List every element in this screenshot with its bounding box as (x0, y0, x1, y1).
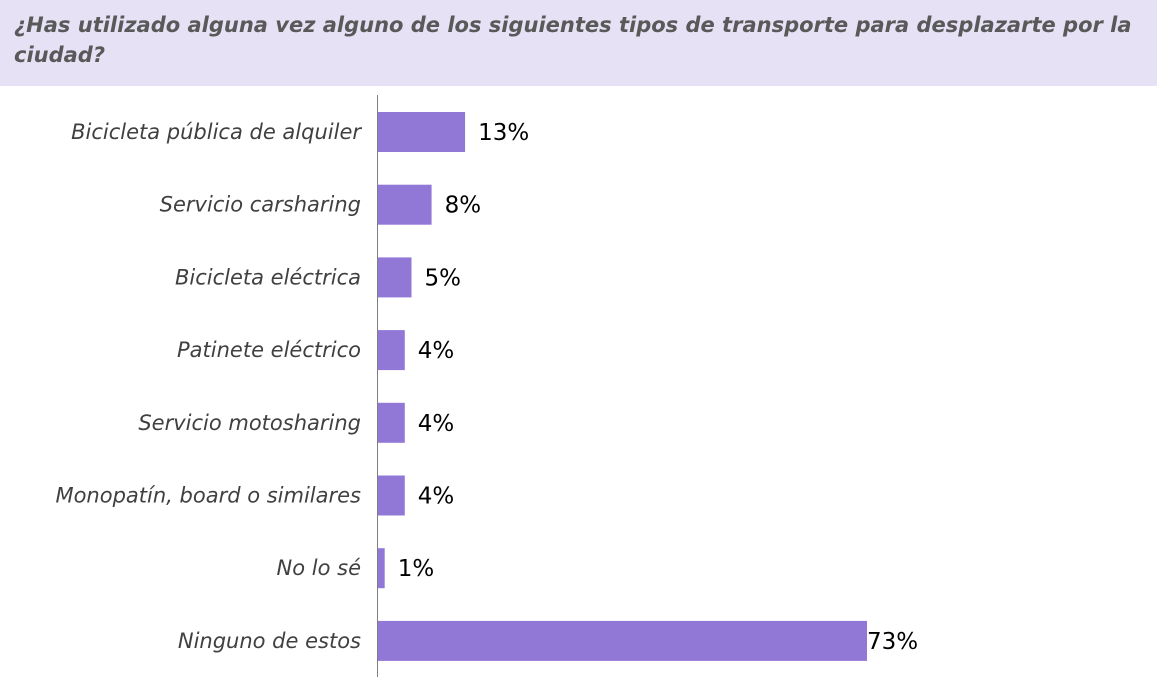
data-label: 8% (445, 193, 482, 219)
bar (378, 112, 466, 152)
data-label: 4% (418, 411, 455, 437)
category-label: Patinete eléctrico (177, 338, 361, 362)
data-label: 4% (418, 484, 455, 510)
data-label: 13% (478, 120, 529, 146)
bars-group: Bicicleta pública de alquiler 13% Servicio… (55, 112, 918, 661)
category-label: Bicicleta eléctrica (175, 265, 361, 289)
bar (378, 548, 385, 589)
category-label: Monopatín, board o similares (55, 484, 361, 508)
category-label: Ninguno de estos (178, 629, 361, 653)
data-label: 4% (418, 338, 455, 364)
title-band: ¿Has utilizado alguna vez alguno de los … (0, 0, 1157, 86)
category-label: No lo sé (277, 556, 362, 580)
data-label: 1% (398, 556, 435, 582)
bar (378, 257, 412, 298)
bar (378, 475, 405, 516)
bar (378, 330, 405, 371)
bar (378, 184, 432, 225)
category-label: Bicicleta pública de alquiler (71, 120, 362, 144)
bar (378, 620, 867, 661)
category-label: Servicio motosharing (138, 411, 361, 435)
data-label: 5% (424, 265, 461, 291)
chart-title: ¿Has utilizado alguna vez alguno de los … (14, 13, 1132, 67)
bar (378, 402, 405, 443)
data-label: 73% (867, 629, 918, 655)
category-label: Servicio carsharing (160, 193, 361, 217)
